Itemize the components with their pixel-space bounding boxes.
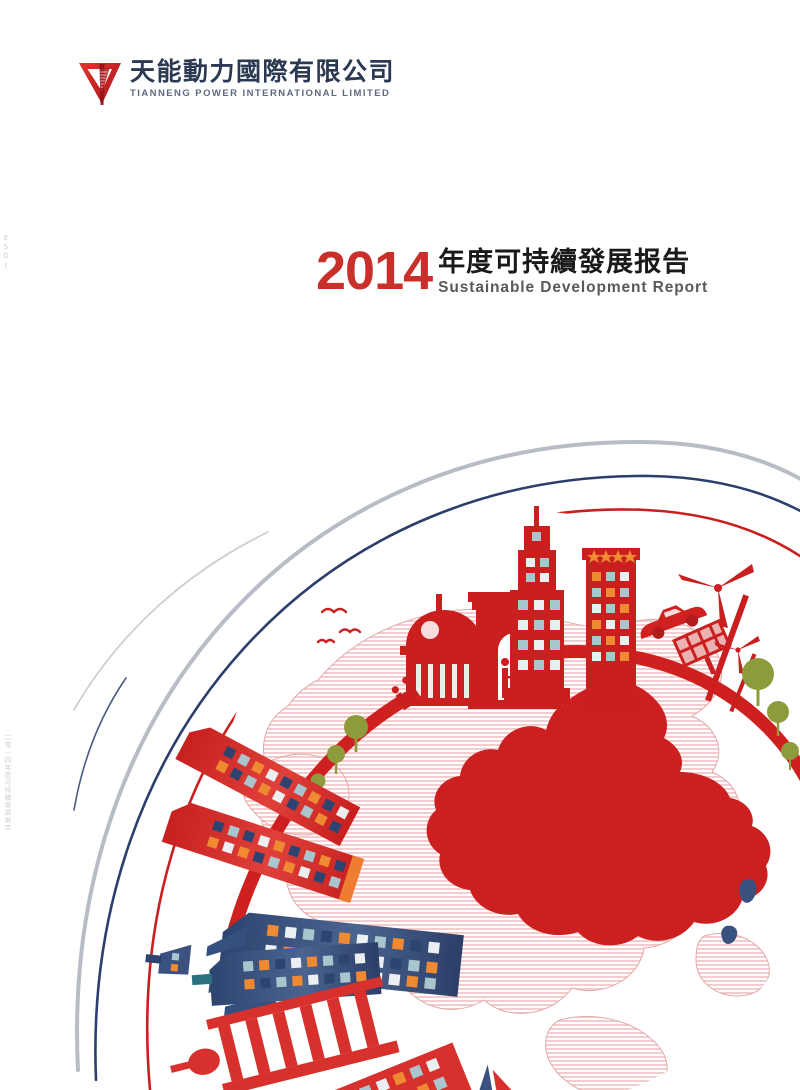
sailboat: [475, 1064, 516, 1090]
company-name-en: TIANNENG POWER INTERNATIONAL LIMITED: [130, 88, 391, 99]
spine-note-text: 二零一四年度可持續發展报告: [3, 734, 11, 832]
tree-cluster-right: [742, 658, 799, 770]
globe-city-illustration: [73, 439, 800, 1090]
spine-code-text: ESDJ: [2, 234, 10, 270]
grey-arc-icon: [75, 439, 800, 1072]
company-name-cn: 天能動力國際有限公司: [130, 57, 396, 86]
hotel-windows: [592, 572, 629, 661]
colonnade-columns: [218, 990, 380, 1082]
birds-icon: [316, 607, 362, 644]
observatory-dome-building: [398, 594, 490, 706]
red-apartment-block-1: [175, 727, 361, 847]
report-year: 2014: [316, 241, 433, 301]
grey-accent-arc-icon: [73, 531, 269, 711]
red-apartment-block-2: [161, 802, 365, 903]
tianneng-v-logo-icon: [79, 63, 121, 105]
red-colonnade-building: [170, 976, 400, 1090]
red-car: [640, 605, 708, 640]
china-map: [426, 681, 771, 946]
star-hotel-building: [578, 548, 644, 710]
solar-panel: [672, 618, 732, 675]
radiating-buildings-group: [145, 727, 516, 1090]
report-title-cn: 年度可持續發展报告: [438, 247, 691, 278]
hotel-stars-icon: [587, 550, 637, 563]
company-logo: 天能動力國際有限公司 TIANNENG POWER INTERNATIONAL …: [78, 58, 395, 106]
navy-accent-arc-icon: [73, 677, 127, 811]
tower-windows: [518, 532, 560, 670]
red-block-bottom: [330, 1042, 473, 1090]
report-title-text: 年度可持續發展报告 Sustainable Development Report: [438, 246, 708, 296]
navy-arc-icon: [94, 474, 800, 1082]
block2-windows: [206, 820, 347, 889]
navy-block-windows: [242, 953, 367, 990]
cyclist-figures: [391, 676, 425, 711]
red-block-windows: [358, 1057, 448, 1090]
report-title: 2014 年度可持續發展报告 Sustainable Development R…: [316, 241, 708, 301]
block1-windows: [215, 745, 350, 834]
tree-cluster-left: [310, 715, 368, 797]
red-skyline-group: [310, 506, 799, 797]
skyscraper-tower: [504, 506, 570, 704]
company-logo-text: 天能動力國際有限公司 TIANNENG POWER INTERNATIONAL …: [130, 58, 395, 99]
report-title-en: Sustainable Development Report: [438, 279, 709, 297]
